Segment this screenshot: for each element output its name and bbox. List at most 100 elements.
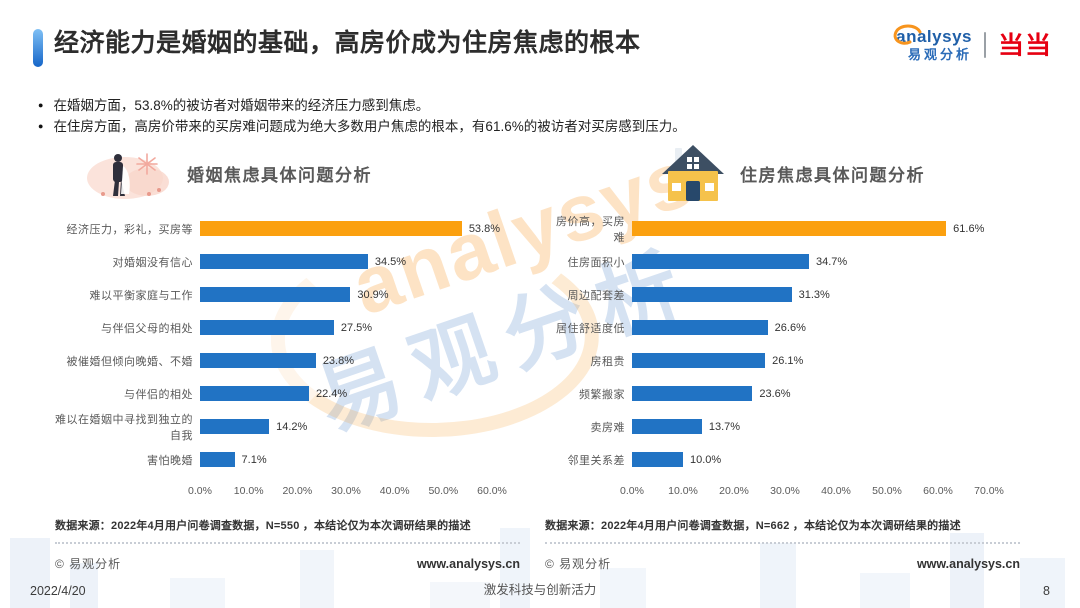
x-tick-label: 0.0% <box>188 485 212 497</box>
analysys-logo: analysys 易观分析 <box>893 24 972 62</box>
housing-anxiety-chart-panel: 住房焦虑具体问题分析 房价高，买房难 61.6% 住房面积小 34.7% 周边配套差 31… <box>545 140 1020 572</box>
panel-footer: © 易观分析 www.analysys.cn <box>55 555 520 572</box>
bar <box>200 320 334 335</box>
x-tick-label: 0.0% <box>620 485 644 497</box>
slogan-label: 激发科技与创新活力 <box>483 583 597 597</box>
x-axis: 0.0% 10.0% 20.0% 30.0% 40.0% 50.0% 60.0% 70.0% <box>620 485 1004 500</box>
x-tick-label: 20.0% <box>282 485 313 497</box>
bar-track: 34.7% <box>632 254 989 269</box>
title-accent-bar <box>33 29 43 67</box>
bar-row: 居住舒适度低 26.6% <box>545 311 1020 344</box>
analysys-cn-wordmark: 易观分析 <box>907 47 972 62</box>
bar <box>632 353 766 368</box>
value-label: 13.7% <box>708 420 741 433</box>
bar-row: 经济压力，彩礼，买房等 53.8% <box>55 212 520 245</box>
date-label: 2022/4/20 <box>30 584 86 598</box>
bar-row: 对婚姻没有信心 34.5% <box>55 245 520 278</box>
dangdang-logo: 当当 <box>997 30 1052 59</box>
bar <box>200 386 309 401</box>
category-label: 频繁搬家 <box>579 388 625 401</box>
bar-row: 被催婚但倾向晚婚、不婚 23.8% <box>55 344 520 377</box>
bar-row: 住房面积小 34.7% <box>545 245 1020 278</box>
category-label: 与伴侣父母的相处 <box>101 322 193 335</box>
value-label: 26.6% <box>774 321 806 334</box>
x-axis: 0.0% 10.0% 20.0% 30.0% 40.0% 50.0% 60.0% <box>188 485 507 500</box>
category-label: 害怕晚婚 <box>147 454 193 467</box>
bar-track: 61.6% <box>632 221 989 236</box>
bar <box>632 320 768 335</box>
bar <box>632 452 683 467</box>
bar <box>200 353 316 368</box>
bar-row: 邻里关系差 10.0% <box>545 443 1020 476</box>
website-link[interactable]: www.analysys.cn <box>416 556 520 571</box>
category-label: 周边配套差 <box>567 289 625 302</box>
bar-rows: 房价高，买房难 61.6% 住房面积小 34.7% 周边配套差 31.3% 居住舒适度低 26… <box>545 212 1020 476</box>
value-label: 7.1% <box>241 453 267 466</box>
value-label: 22.4% <box>316 387 348 400</box>
bar <box>200 221 462 236</box>
bar-track: 7.1% <box>200 452 492 467</box>
copyright-label: © 易观分析 <box>55 557 122 571</box>
category-label: 经济压力，彩礼，买房等 <box>66 223 193 236</box>
website-link[interactable]: www.analysys.cn <box>916 556 1020 571</box>
bar-track: 34.5% <box>200 254 492 269</box>
category-label: 房租贵 <box>590 355 625 368</box>
bar <box>632 287 792 302</box>
value-label: 10.0% <box>689 453 722 466</box>
slide-header: 经济能力是婚姻的基础，高房价成为住房焦虑的根本 analysys 易观分析 当当 <box>33 24 1052 67</box>
chart-header: 婚姻焦虑具体问题分析 <box>85 140 520 206</box>
bar-rows: 经济压力，彩礼，买房等 53.8% 对婚姻没有信心 34.5% 难以平衡家庭与工作 30.… <box>55 212 520 476</box>
value-label: 53.8% <box>468 222 501 235</box>
page-title: 经济能力是婚姻的基础，高房价成为住房焦虑的根本 <box>54 29 641 57</box>
bar-row: 频繁搬家 23.6% <box>545 377 1020 410</box>
x-tick-label: 30.0% <box>331 485 361 497</box>
value-label: 14.2% <box>276 420 308 433</box>
bar-row: 卖房难 13.7% <box>545 410 1020 443</box>
dotted-divider <box>55 542 520 544</box>
panel-footer: © 易观分析 www.analysys.cn <box>545 555 1020 572</box>
bullet-dot-icon: ● <box>38 121 44 131</box>
chart-header: 住房焦虑具体问题分析 <box>660 140 1020 206</box>
data-source-note: 数据来源：2022年4月用户问卷调查数据，N=550 ，本结论仅为本次调研结果的… <box>55 520 471 532</box>
bar <box>632 419 702 434</box>
bar-track: 22.4% <box>200 386 492 401</box>
category-label: 邻里关系差 <box>567 454 625 467</box>
bullet-item: ● 在婚姻方面，53.8%的被访者对婚姻带来的经济压力感到焦虑。 <box>38 95 1050 116</box>
house-icon <box>660 143 726 203</box>
bar <box>200 452 235 467</box>
x-tick-label: 30.0% <box>770 485 800 497</box>
value-label: 34.5% <box>374 255 407 268</box>
bar-row: 难以平衡家庭与工作 30.9% <box>55 278 520 311</box>
x-tick-label: 50.0% <box>872 485 902 497</box>
value-label: 23.6% <box>759 387 791 400</box>
bar-row: 与伴侣的相处 22.4% <box>55 377 520 410</box>
bar-track: 23.8% <box>200 353 492 368</box>
bar-track: 23.6% <box>632 386 989 401</box>
x-tick-label: 70.0% <box>974 485 1004 497</box>
category-label: 房价高，买房难 <box>556 215 625 244</box>
x-tick-label: 60.0% <box>923 485 953 497</box>
bar <box>200 419 270 434</box>
bar <box>632 386 753 401</box>
data-source-note: 数据来源：2022年4月用户问卷调查数据，N=662 ，本结论仅为本次调研结果的… <box>545 520 961 532</box>
x-tick-label: 20.0% <box>719 485 749 497</box>
value-label: 26.1% <box>772 354 804 367</box>
category-label: 与伴侣的相处 <box>124 388 193 401</box>
category-label: 卖房难 <box>590 421 625 434</box>
bar-track: 30.9% <box>200 287 492 302</box>
category-label: 被催婚但倾向晚婚、不婚 <box>66 355 193 368</box>
bar-row: 房租贵 26.1% <box>545 344 1020 377</box>
logo-divider <box>983 31 986 58</box>
value-label: 30.9% <box>357 288 389 301</box>
bar-row: 害怕晚婚 7.1% <box>55 443 520 476</box>
bar-row: 周边配套差 31.3% <box>545 278 1020 311</box>
value-label: 34.7% <box>815 255 848 268</box>
bullet-text: 在住房方面，高房价带来的买房难问题成为绝大多数用户焦虑的根本，有61.6%的被访… <box>53 119 686 134</box>
bar <box>632 254 809 269</box>
copyright-label: © 易观分析 <box>545 557 612 571</box>
x-tick-label: 60.0% <box>477 485 507 497</box>
bar-track: 14.2% <box>200 419 492 434</box>
bar-row: 难以在婚姻中寻找到独立的自我 14.2% <box>55 410 520 443</box>
category-label: 居住舒适度低 <box>556 322 625 335</box>
bar <box>632 221 947 236</box>
